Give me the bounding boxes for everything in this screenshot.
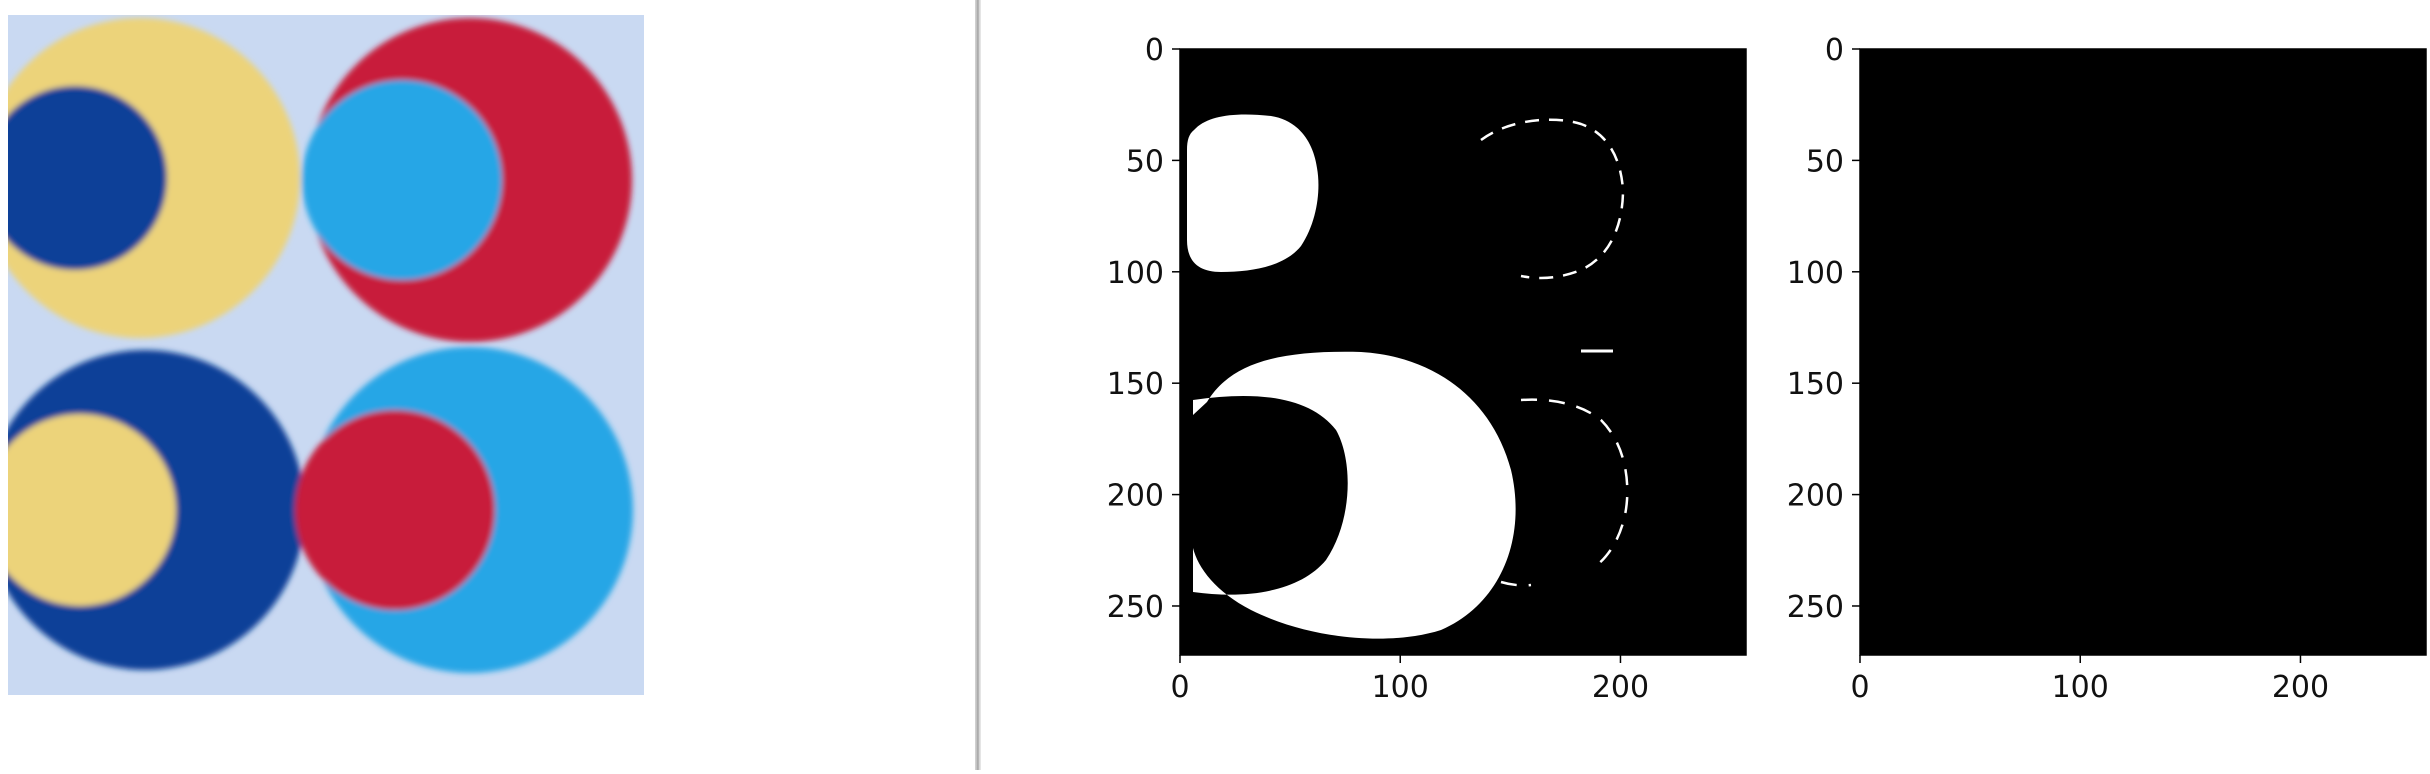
source-image	[8, 15, 644, 695]
mask-top-right-outline	[1480, 118, 1625, 280]
y-tick-label: 150	[1787, 367, 1844, 402]
x-tick-label: 0	[1170, 670, 1189, 705]
y-tick-label: 150	[1107, 367, 1164, 402]
plot-figure: 0 100 200 0 50 100 150 200 250 0 100 200 0 50 100 150 2…	[1107, 33, 2427, 705]
source-image-panel	[0, 0, 975, 770]
x-tick-label: 200	[2272, 670, 2329, 705]
mask-axes-frame	[1179, 48, 1747, 656]
y-tick-label: 0	[1145, 33, 1164, 68]
y-tick-label: 0	[1825, 33, 1844, 68]
y-tick-label: 200	[1107, 479, 1164, 514]
bottom-right-red-circle	[295, 410, 495, 610]
result-axes: 0 100 200 0 50 100 150 200 250	[1787, 33, 2427, 705]
mask-axes: 0 100 200 0 50 100 150 200 250	[1107, 33, 1747, 705]
mask-bottom-crescent	[1193, 351, 1516, 639]
y-tick-label: 200	[1787, 479, 1844, 514]
plot-panel: 0 100 200 0 50 100 150 200 250 0 100 200 0 50 100 150 2…	[981, 0, 2430, 770]
y-tick-label: 50	[1806, 144, 1844, 179]
y-tick-label: 100	[1107, 256, 1164, 291]
y-tick-label: 100	[1787, 256, 1844, 291]
bottom-left-yellow-circle	[8, 414, 176, 606]
x-tick-label: 100	[1372, 670, 1429, 705]
mask-top-left-blob	[1187, 114, 1319, 272]
result-axes-frame	[1859, 48, 2427, 656]
y-tick-label: 250	[1787, 590, 1844, 625]
x-tick-label: 200	[1592, 670, 1649, 705]
result-image-background	[1860, 49, 2426, 655]
y-tick-label: 50	[1126, 144, 1164, 179]
mask-bottom-right-outline	[1500, 398, 1629, 587]
x-tick-label: 100	[2052, 670, 2109, 705]
top-left-dark-blue-circle	[8, 86, 167, 270]
top-right-light-blue-circle	[302, 80, 502, 280]
y-tick-label: 250	[1107, 590, 1164, 625]
window-divider[interactable]	[975, 0, 981, 770]
x-tick-label: 0	[1850, 670, 1869, 705]
